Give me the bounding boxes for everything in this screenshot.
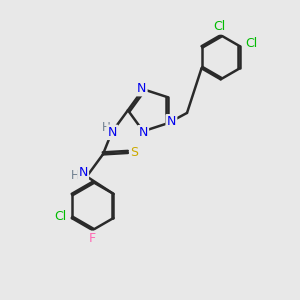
Text: Cl: Cl <box>54 210 67 223</box>
Text: S: S <box>130 146 138 159</box>
Text: Cl: Cl <box>245 37 258 50</box>
Text: H: H <box>71 169 80 182</box>
Text: H: H <box>102 121 111 134</box>
Text: F: F <box>89 232 96 245</box>
Text: N: N <box>167 115 176 128</box>
Text: N: N <box>137 82 146 95</box>
Text: Cl: Cl <box>213 20 225 33</box>
Text: N: N <box>139 126 148 139</box>
Text: N: N <box>79 167 88 179</box>
Text: N: N <box>108 126 117 139</box>
